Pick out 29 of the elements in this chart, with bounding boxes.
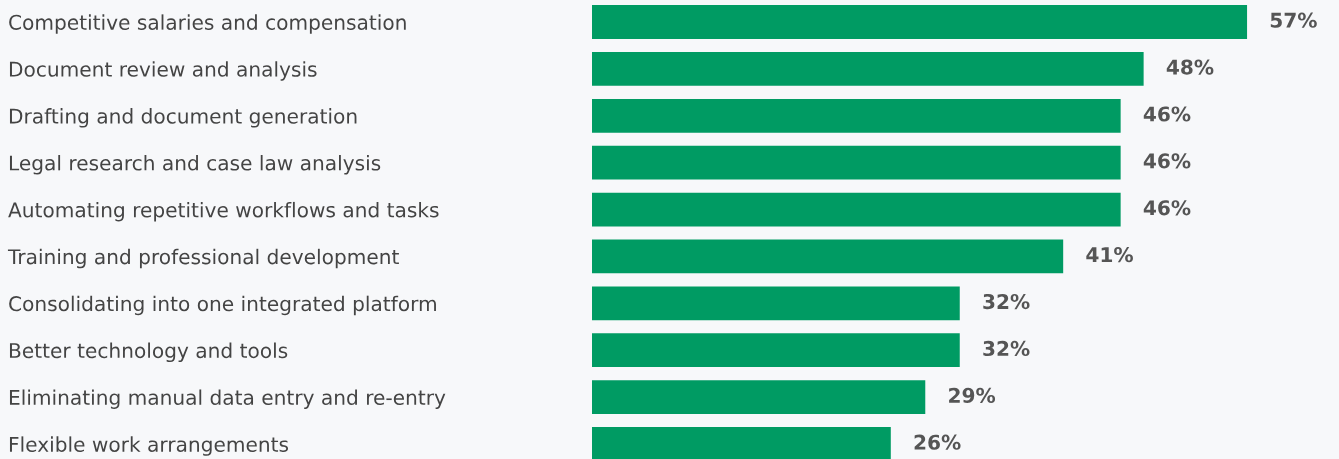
data-label: 48%	[1166, 59, 1214, 75]
y-tick-label: Training and professional development	[7, 248, 399, 269]
y-tick-label: Document review and analysis	[9, 61, 317, 81]
bar	[592, 192, 1121, 227]
bar	[592, 380, 926, 414]
data-label: 32%	[983, 293, 1030, 310]
bar	[592, 286, 960, 321]
data-label: 46%	[1143, 153, 1191, 169]
y-tick-label: Better technology and tools	[9, 342, 288, 363]
bar	[592, 5, 1248, 39]
y-tick-label: Flexible work arrangements	[9, 436, 289, 456]
bar	[592, 145, 1121, 180]
bar	[592, 98, 1121, 133]
data-label: 26%	[914, 434, 961, 450]
y-tick-label: Consolidating into one integrated platform	[9, 295, 436, 316]
data-label: 46%	[1143, 106, 1191, 122]
data-label: 46%	[1143, 200, 1191, 216]
y-tick-label: Drafting and document generation	[9, 108, 357, 128]
y-tick-label: Legal research and case law analysis	[9, 155, 381, 175]
data-label: 29%	[949, 387, 996, 403]
data-label: 57%	[1270, 12, 1317, 28]
y-tick-label: Eliminating manual data entry and re-entry	[9, 389, 446, 409]
bar	[592, 333, 960, 368]
y-tick-label: Competitive salaries and compensation	[9, 14, 406, 34]
data-label: 32%	[983, 340, 1030, 357]
bar	[592, 239, 1064, 274]
data-label: 41%	[1086, 247, 1133, 263]
y-tick-label: Automating repetitive workflows and tasks	[8, 201, 439, 222]
bar	[592, 52, 1144, 86]
